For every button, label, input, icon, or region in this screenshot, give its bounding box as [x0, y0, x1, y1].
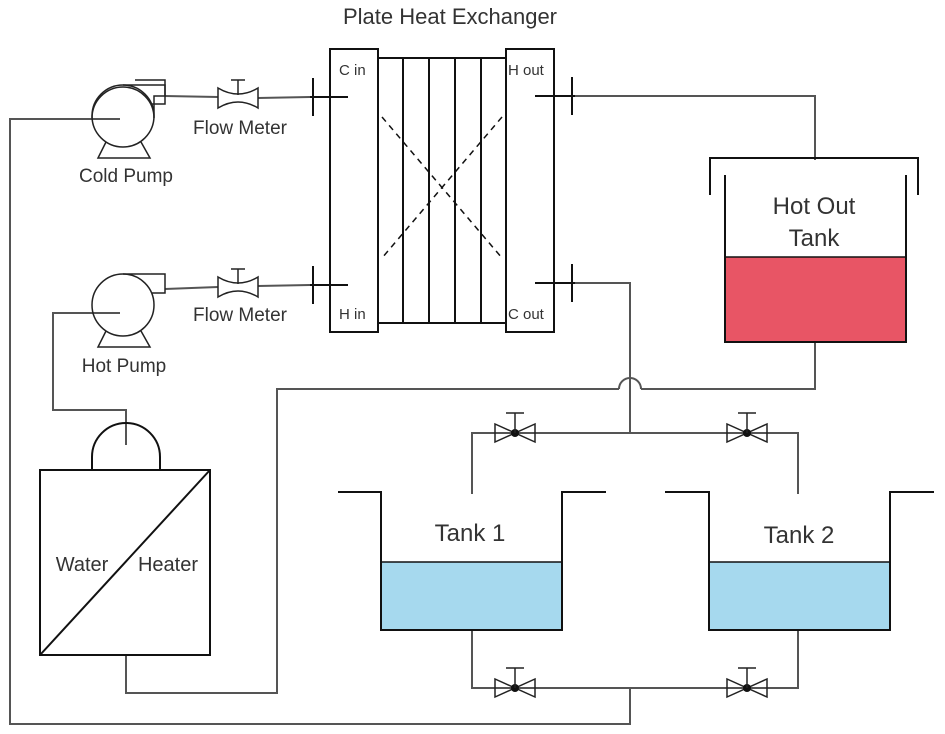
pipe-flowmeter-hin: [257, 284, 311, 287]
heater-label-word2: Heater: [138, 554, 198, 576]
exchanger-plate-pack: [377, 57, 507, 324]
tank-1-liquid: [380, 561, 563, 631]
flow-meter-top-icon: [217, 79, 259, 110]
hot-out-tank-label-line2: Tank: [789, 225, 841, 252]
hot-out-tank-label-line1: Hot Out: [773, 193, 856, 220]
diagram-title: Plate Heat Exchanger: [343, 4, 557, 29]
exchanger-right-frame: [505, 48, 555, 333]
hot-out-tank-liquid: [724, 256, 907, 343]
pipe-flowmeter-cin: [257, 96, 311, 99]
tank-2-label: Tank 2: [764, 522, 835, 549]
hot-pump-icon: [91, 273, 166, 348]
pipe-coldpump-flowmeter: [164, 95, 219, 98]
pipe-to-coldpump: [9, 118, 631, 725]
flow-meter-bottom-label: Flow Meter: [193, 305, 288, 326]
hot-out-tank: [709, 157, 919, 343]
exchanger-plates: [402, 58, 482, 323]
pipe-hout-hottank: [575, 95, 816, 160]
pipe-cout-down: [575, 282, 631, 433]
exchanger-left-frame: [329, 48, 379, 333]
pipe-network: [9, 95, 816, 725]
c-in-label: C in: [339, 62, 366, 79]
pipe-hottank-return: [641, 342, 816, 390]
heater-label-word1: Water: [56, 554, 109, 576]
valve-bottom-left-icon: [494, 667, 536, 699]
h-in-label: H in: [339, 306, 366, 323]
h-out-label: H out: [508, 62, 545, 79]
pipe-hotpump-flowmeter: [164, 286, 219, 290]
tank-2-liquid: [708, 561, 891, 631]
valve-top-right-icon: [726, 412, 768, 444]
exchanger-flow-paths: [381, 116, 503, 259]
heater-diagonal: [39, 469, 211, 656]
valve-bottom-right-icon: [726, 667, 768, 699]
pipe-bottom-manifold: [471, 630, 799, 689]
cold-pump-label: Cold Pump: [79, 166, 173, 187]
valve-top-left-icon: [494, 412, 536, 444]
heater-dome: [91, 422, 161, 470]
pipe-heater-hotpump: [52, 312, 127, 445]
pipe-return-heater: [125, 388, 619, 694]
flow-meter-bottom-icon: [217, 268, 259, 299]
c-out-label: C out: [508, 306, 545, 323]
tank-2: [665, 491, 934, 631]
water-heater: [39, 422, 211, 656]
cold-pump-icon: [91, 79, 166, 159]
pipe-top-manifold: [471, 432, 799, 494]
flow-meter-top-label: Flow Meter: [193, 118, 288, 139]
tank-1-label: Tank 1: [435, 520, 506, 547]
tank-1: [338, 491, 606, 631]
plate-heat-exchanger: C in H out H in C out: [310, 48, 575, 333]
exchanger-nozzles: [310, 77, 575, 304]
heater-body: [39, 469, 211, 656]
hot-pump-label: Hot Pump: [82, 356, 166, 377]
